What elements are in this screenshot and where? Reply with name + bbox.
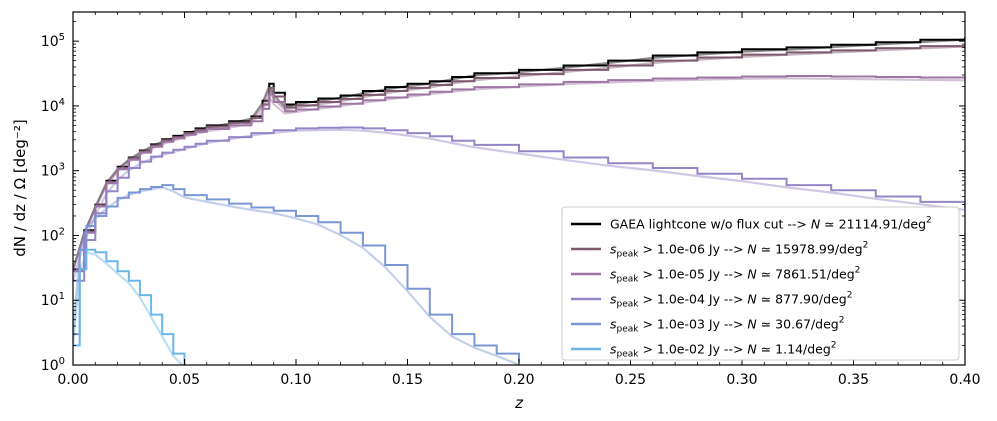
legend-exponent: 2 xyxy=(926,216,932,226)
x-tick-label: 0.20 xyxy=(503,372,534,388)
legend-n-symbol: N xyxy=(747,292,757,307)
y-axis-title: dN / dz / Ω [deg⁻²] xyxy=(11,119,29,256)
legend-n-symbol: N xyxy=(747,267,757,282)
legend-label: speak > 1.0e-02 Jy --> N ≃ 1.14/deg2 xyxy=(610,341,837,360)
legend-label: GAEA lightcone w/o flux cut --> N ≃ 2111… xyxy=(610,216,932,232)
legend-exponent: 2 xyxy=(839,316,845,326)
legend-n-symbol: N xyxy=(747,242,757,257)
legend-value-text: ≃ 30.67/deg xyxy=(757,317,839,332)
series-fit-curve-3 xyxy=(73,128,965,282)
y-tick-exponent: 5 xyxy=(59,32,65,43)
legend-exponent: 2 xyxy=(863,241,869,251)
y-tick-exponent: 0 xyxy=(59,356,65,367)
series-histogram-5 xyxy=(73,248,186,365)
y-tick-exponent: 2 xyxy=(59,226,65,237)
x-axis: 0.00 0.05 0.10 0.15 0.20 0.25 0.30 0.35 0.40 xyxy=(57,12,981,388)
legend-value-text: ≃ 21114.91/deg xyxy=(820,217,926,232)
legend-peak-subscript: peak xyxy=(617,350,640,360)
y-tick-label: 104 xyxy=(41,97,65,115)
y-tick-exponent: 4 xyxy=(59,97,65,108)
series-histogram-4 xyxy=(73,184,520,363)
x-tick-label: 0.00 xyxy=(57,372,88,388)
legend-s-symbol: s xyxy=(610,242,617,257)
legend-exponent: 2 xyxy=(855,266,861,276)
legend-peak-subscript: peak xyxy=(617,325,640,335)
x-tick-label: 0.25 xyxy=(615,372,646,388)
y-tick-base: 10 xyxy=(41,293,59,309)
legend-s-symbol: s xyxy=(610,317,617,332)
y-tick-exponent: 3 xyxy=(59,162,65,173)
legend-n-symbol: N xyxy=(811,217,821,232)
legend-n-symbol: N xyxy=(747,342,757,357)
legend-cut-text: > 1.0e-05 Jy --> xyxy=(639,267,748,282)
legend-name-text: GAEA lightcone w/o flux cut --> xyxy=(610,217,811,232)
legend-cut-text: > 1.0e-04 Jy --> xyxy=(639,292,748,307)
y-tick-base: 10 xyxy=(41,164,59,180)
legend-s-symbol: s xyxy=(610,342,617,357)
y-tick-label: 102 xyxy=(41,226,65,244)
legend: GAEA lightcone w/o flux cut --> N ≃ 2111… xyxy=(561,206,960,361)
legend-label: speak > 1.0e-04 Jy --> N ≃ 877.90/deg2 xyxy=(610,291,852,310)
legend-cut-text: > 1.0e-02 Jy --> xyxy=(639,342,748,357)
y-tick-label: 103 xyxy=(41,162,65,180)
legend-exponent: 2 xyxy=(831,341,837,351)
legend-peak-subscript: peak xyxy=(617,300,640,310)
legend-value-text: ≃ 15978.99/deg xyxy=(757,242,863,257)
legend-s-symbol: s xyxy=(610,292,617,307)
y-tick-label: 100 xyxy=(41,356,65,374)
y-tick-base: 10 xyxy=(41,34,59,50)
legend-cut-text: > 1.0e-06 Jy --> xyxy=(639,242,748,257)
legend-label: speak > 1.0e-06 Jy --> N ≃ 15978.99/deg2 xyxy=(610,241,868,260)
legend-box xyxy=(561,206,960,361)
y-tick-base: 10 xyxy=(41,358,59,374)
legend-value-text: ≃ 7861.51/deg xyxy=(757,267,855,282)
series-histogram-2 xyxy=(73,75,965,273)
legend-cut-text: > 1.0e-03 Jy --> xyxy=(639,317,748,332)
legend-value-text: ≃ 1.14/deg xyxy=(757,342,831,357)
y-tick-label: 101 xyxy=(41,291,65,309)
series-histogram-1 xyxy=(73,44,965,271)
series-histogram-3 xyxy=(73,126,965,282)
legend-label: speak > 1.0e-05 Jy --> N ≃ 7861.51/deg2 xyxy=(610,266,860,285)
legend-peak-subscript: peak xyxy=(617,275,640,285)
legend-value-text: ≃ 877.90/deg xyxy=(757,292,847,307)
x-tick-label: 0.40 xyxy=(949,372,980,388)
y-tick-base: 10 xyxy=(41,228,59,244)
legend-n-symbol: N xyxy=(747,317,757,332)
legend-s-symbol: s xyxy=(610,267,617,282)
y-tick-exponent: 1 xyxy=(59,291,65,302)
x-tick-label: 0.35 xyxy=(838,372,869,388)
series-fit-curve-5 xyxy=(73,250,184,365)
x-tick-label: 0.30 xyxy=(726,372,757,388)
x-axis-title: z xyxy=(514,394,524,412)
y-tick-label: 105 xyxy=(41,32,65,50)
legend-peak-subscript: peak xyxy=(617,250,640,260)
x-tick-label: 0.10 xyxy=(280,372,311,388)
x-tick-label: 0.05 xyxy=(169,372,200,388)
legend-label: speak > 1.0e-03 Jy --> N ≃ 30.67/deg2 xyxy=(610,316,844,335)
y-tick-base: 10 xyxy=(41,99,59,115)
x-tick-label: 0.15 xyxy=(392,372,423,388)
legend-exponent: 2 xyxy=(847,291,853,301)
